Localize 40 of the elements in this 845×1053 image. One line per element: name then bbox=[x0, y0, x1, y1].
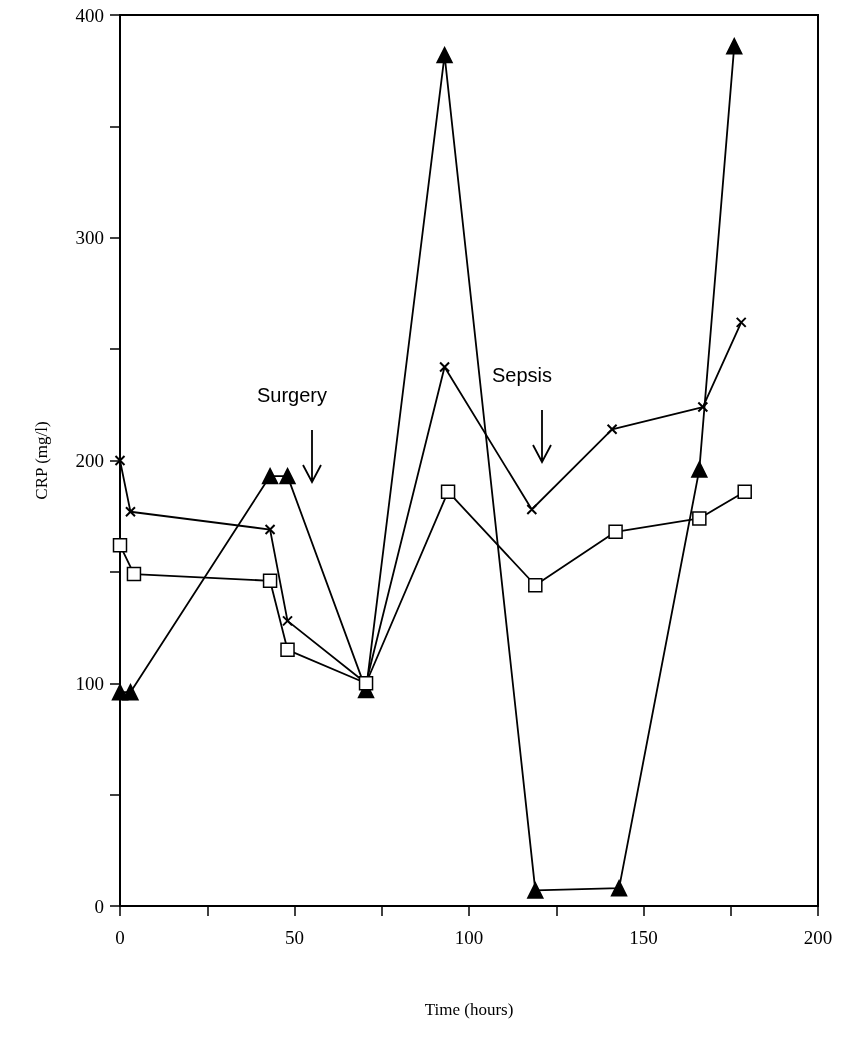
x-tick-label: 200 bbox=[803, 927, 833, 948]
y-tick-label: 300 bbox=[75, 227, 104, 249]
point bbox=[606, 423, 618, 435]
y-tick-label: 200 bbox=[75, 450, 104, 471]
point bbox=[526, 504, 538, 516]
point bbox=[112, 537, 128, 553]
y-tick-label: 0 bbox=[94, 895, 104, 917]
point bbox=[436, 46, 453, 64]
point bbox=[691, 461, 708, 478]
point bbox=[114, 455, 126, 466]
point bbox=[737, 484, 752, 499]
annotation: Surgery bbox=[256, 384, 328, 406]
point bbox=[279, 467, 296, 485]
point bbox=[261, 467, 279, 485]
x-axis-title: Time (hours) bbox=[424, 1000, 514, 1019]
point bbox=[528, 577, 543, 593]
x-tick-label: 100 bbox=[454, 927, 484, 948]
point bbox=[282, 615, 294, 627]
point bbox=[280, 642, 295, 658]
point bbox=[439, 361, 451, 373]
x-tick-label: 0 bbox=[115, 927, 125, 948]
point bbox=[527, 882, 544, 899]
point bbox=[440, 484, 456, 499]
y-tick-label: 400 bbox=[75, 4, 104, 26]
point bbox=[262, 573, 278, 589]
x-tick-label: 50 bbox=[285, 927, 304, 948]
point bbox=[610, 879, 628, 897]
point bbox=[126, 566, 142, 582]
point bbox=[725, 37, 743, 55]
point bbox=[697, 401, 709, 413]
y-tick-label: 100 bbox=[75, 672, 104, 694]
point bbox=[122, 683, 139, 701]
point bbox=[608, 524, 623, 540]
point bbox=[264, 524, 276, 536]
point bbox=[692, 511, 707, 526]
point bbox=[735, 316, 747, 328]
x-tick-label: 150 bbox=[629, 927, 658, 948]
y-axis-title: CRP (mg/l) bbox=[32, 421, 51, 500]
point bbox=[124, 506, 136, 518]
annotation: Sepsis bbox=[491, 364, 553, 386]
